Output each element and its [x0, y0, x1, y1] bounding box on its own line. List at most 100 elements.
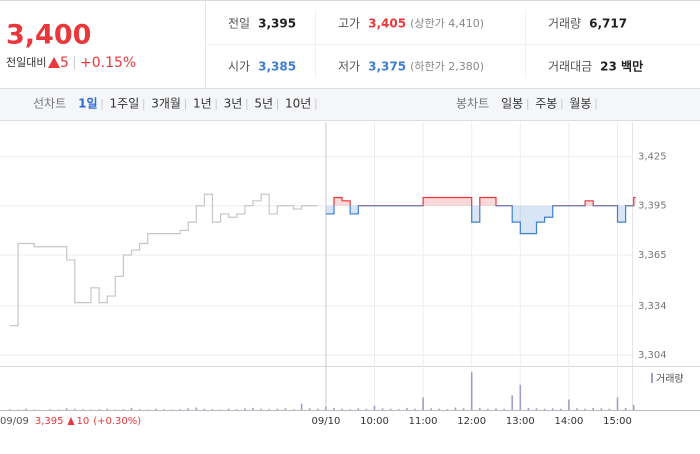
volume-bar [463, 408, 465, 410]
x-tick-label: 12:00 [457, 416, 486, 427]
volume-bar [430, 408, 432, 410]
volume-bar [277, 409, 279, 410]
volume-bar [196, 407, 198, 410]
stat-label: 저가 [338, 60, 360, 74]
volume-bar [382, 408, 384, 410]
tab[interactable]: 월봉 [569, 97, 591, 111]
volume-bar [617, 397, 619, 410]
tab-group-label: 봉차트 [456, 97, 489, 111]
change-pct: +0.15% [80, 55, 136, 71]
volume-bar [155, 409, 157, 410]
volume-bar [455, 407, 457, 410]
tab[interactable]: 일봉 [501, 97, 523, 111]
legend-swatch [651, 373, 653, 383]
volume-bar [544, 409, 546, 410]
volume-bar [325, 407, 327, 410]
volume-bar [179, 409, 181, 410]
volume-bar [592, 408, 594, 410]
stat-label: 시가 [228, 60, 250, 74]
volume-bar [333, 408, 335, 410]
volume-bar [139, 409, 141, 410]
volume-bar [236, 409, 238, 410]
x-tick-label: 15:00 [603, 416, 632, 427]
volume-bar [536, 408, 538, 410]
change-label: 전일대비 [6, 55, 46, 69]
volume-bar [123, 409, 125, 410]
stat-value: 3,395 [258, 17, 296, 31]
stat-note: (하한가 2,380) [410, 59, 484, 73]
tab[interactable]: 1년 [193, 97, 212, 111]
volume-bar [82, 409, 84, 410]
volume-bar [163, 409, 165, 410]
volume-bar [74, 409, 76, 410]
stat-value: 3,385 [258, 60, 296, 74]
tab[interactable]: 주봉 [535, 97, 557, 111]
volume-bar [374, 406, 376, 410]
volume-bar [390, 409, 392, 410]
y-tick-label: 3,334 [638, 301, 667, 312]
volume-bar [576, 408, 578, 410]
volume-bar [584, 409, 586, 410]
tab[interactable]: 1일 [78, 97, 97, 111]
tab-bar [0, 88, 700, 120]
y-tick-label: 3,395 [638, 201, 667, 212]
tab[interactable]: 10년 [285, 97, 311, 111]
tab-group-label: 선차트 [33, 97, 66, 111]
volume-bar [398, 409, 400, 410]
volume-bar [414, 409, 416, 410]
stat-value: 3,375 [368, 60, 406, 74]
up-arrow [67, 417, 74, 425]
x-tick-label: 11:00 [409, 416, 438, 427]
stat-value: 6,717 [589, 17, 627, 31]
volume-bar [341, 409, 343, 410]
price-area [326, 198, 636, 234]
footer-price: 3,395 [35, 416, 64, 427]
volume-bar [309, 408, 311, 410]
volume-bar [285, 408, 287, 410]
volume-bar [552, 408, 554, 410]
volume-bar [601, 408, 603, 410]
volume-bar [511, 395, 513, 410]
volume-bar [625, 408, 627, 410]
volume-bar [187, 408, 189, 410]
volume-bar [406, 408, 408, 410]
y-tick-label: 3,304 [638, 350, 667, 361]
volume-bar [66, 408, 68, 410]
volume-bar [487, 409, 489, 410]
y-tick-label: 3,365 [638, 250, 667, 261]
volume-bar [633, 405, 635, 410]
volume-bar [268, 409, 270, 410]
volume-bar [366, 409, 368, 410]
volume-bar [439, 409, 441, 410]
volume-bar [252, 408, 254, 410]
volume-bar [503, 409, 505, 410]
change: 5 [60, 55, 69, 71]
volume-bar [422, 397, 424, 410]
tab[interactable]: 3년 [224, 97, 243, 111]
stat-value: 23 백만 [600, 59, 643, 74]
x-tick-label: 10:00 [360, 416, 389, 427]
volume-bar [568, 400, 570, 411]
tab[interactable]: 3개월 [151, 97, 181, 111]
stat-value: 3,405 [368, 17, 406, 31]
volume-bar [520, 385, 522, 410]
stat-label: 고가 [338, 17, 360, 31]
volume-bar [244, 408, 246, 410]
stat-label: 거래대금 [548, 60, 592, 74]
tab[interactable]: 1주일 [110, 97, 140, 111]
footer-change: 10 [76, 416, 89, 427]
volume-bar [9, 409, 11, 410]
volume-bar [50, 409, 52, 410]
x-tick-label: 14:00 [554, 416, 583, 427]
tab[interactable]: 5년 [254, 97, 273, 111]
x-tick-label: 13:00 [506, 416, 535, 427]
volume-bar [293, 409, 295, 410]
volume-bar [260, 409, 262, 410]
volume-bar [609, 409, 611, 410]
stat-label: 전일 [228, 17, 250, 31]
volume-bar [25, 409, 27, 410]
stat-note: (상한가 4,410) [410, 17, 484, 30]
y-tick-label: 3,425 [638, 151, 667, 162]
